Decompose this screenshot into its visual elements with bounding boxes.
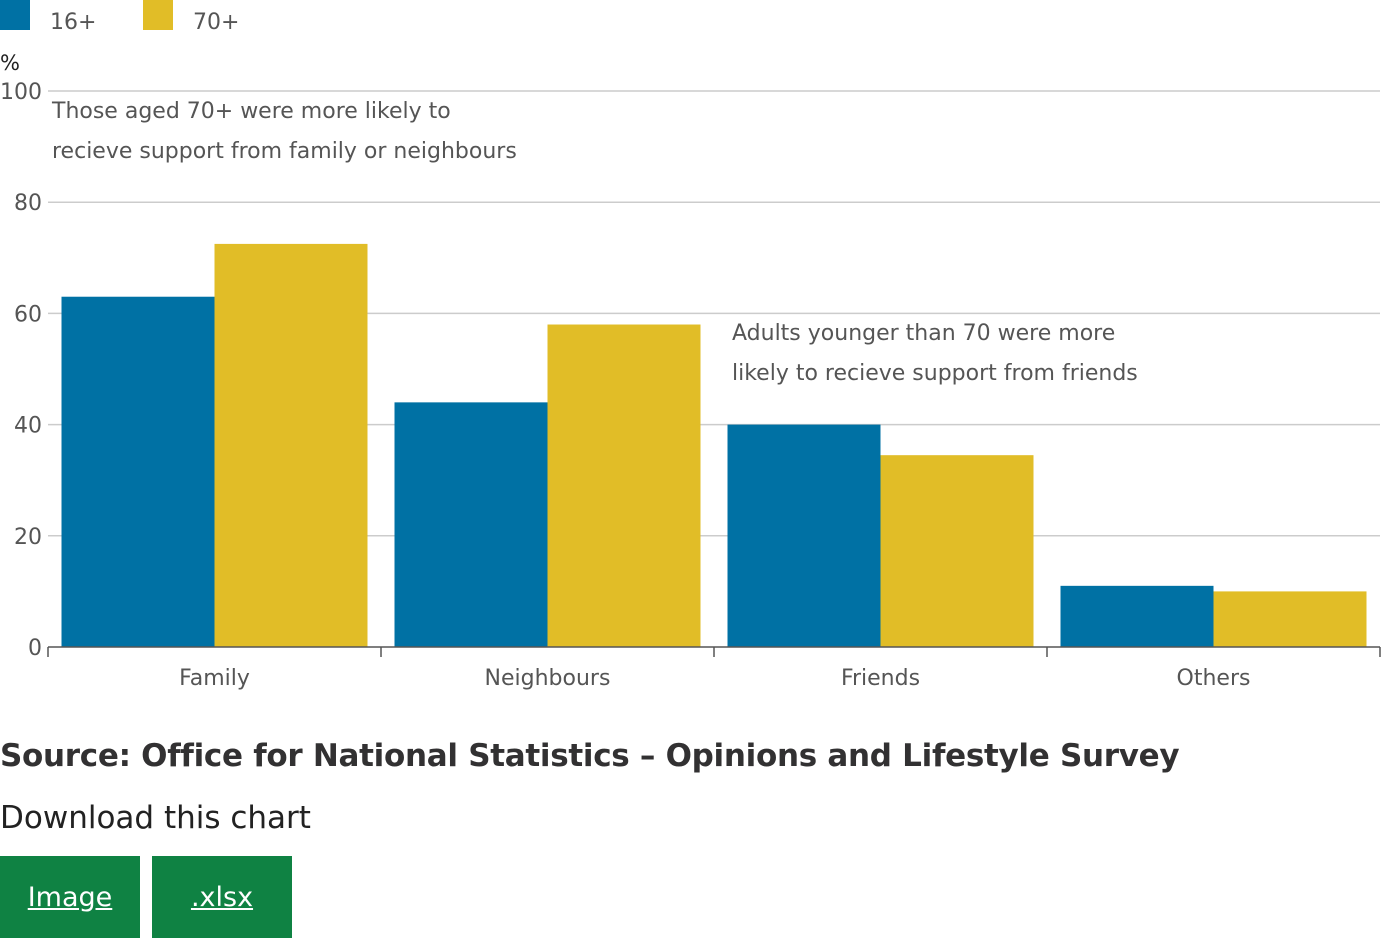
chart: 16+ 70+ % 0 20 40 60 80 100 Family Neighbours Fr… bbox=[0, 0, 1381, 691]
annotation-line: Adults younger than 70 were more bbox=[732, 321, 1115, 346]
annotation-line: likely to recieve support from friends bbox=[732, 361, 1138, 386]
bars bbox=[61, 243, 1367, 647]
bar-others-16plus bbox=[1060, 585, 1214, 647]
y-tick-label: 60 bbox=[14, 302, 42, 327]
x-tick-label: Friends bbox=[841, 666, 920, 691]
x-tick-label: Others bbox=[1177, 666, 1251, 691]
legend: 16+ 70+ bbox=[0, 0, 239, 35]
legend-label: 16+ bbox=[50, 10, 96, 35]
download-xlsx-button[interactable]: .xlsx bbox=[152, 856, 292, 938]
x-tick-label: Family bbox=[179, 666, 250, 691]
y-tick-label: 40 bbox=[14, 414, 42, 439]
chart-source: Source: Office for National Statistics –… bbox=[0, 738, 1180, 774]
bar-neighbours-70plus bbox=[547, 324, 701, 647]
bar-chart: 16+ 70+ % 0 20 40 60 80 100 Family Neighbours Fr… bbox=[0, 0, 1381, 691]
download-image-button[interactable]: Image bbox=[0, 856, 140, 938]
download-title: Download this chart bbox=[0, 800, 311, 836]
y-tick-label: 100 bbox=[0, 80, 42, 105]
y-tick-label: 20 bbox=[14, 525, 42, 550]
y-tick-label: 80 bbox=[14, 191, 42, 216]
bar-friends-70plus bbox=[880, 455, 1034, 647]
annotation-line: Those aged 70+ were more likely to bbox=[51, 99, 451, 124]
annotations: Those aged 70+ were more likely to reciev… bbox=[51, 99, 1138, 386]
x-tick-label: Neighbours bbox=[485, 666, 611, 691]
bar-neighbours-16plus bbox=[394, 402, 548, 647]
bar-friends-16plus bbox=[727, 424, 881, 647]
bar-family-16plus bbox=[61, 296, 215, 647]
annotation-line: recieve support from family or neighbour… bbox=[52, 139, 517, 164]
legend-swatch bbox=[143, 0, 173, 30]
y-tick-label: 0 bbox=[28, 636, 42, 661]
legend-swatch bbox=[0, 0, 30, 30]
bar-others-70plus bbox=[1213, 591, 1367, 647]
y-axis-unit-label: % bbox=[0, 51, 20, 75]
y-axis-ticks: 0 20 40 60 80 100 bbox=[0, 80, 42, 661]
bar-family-70plus bbox=[214, 243, 368, 647]
x-axis: Family Neighbours Friends Others bbox=[47, 646, 1381, 691]
legend-label: 70+ bbox=[193, 10, 239, 35]
